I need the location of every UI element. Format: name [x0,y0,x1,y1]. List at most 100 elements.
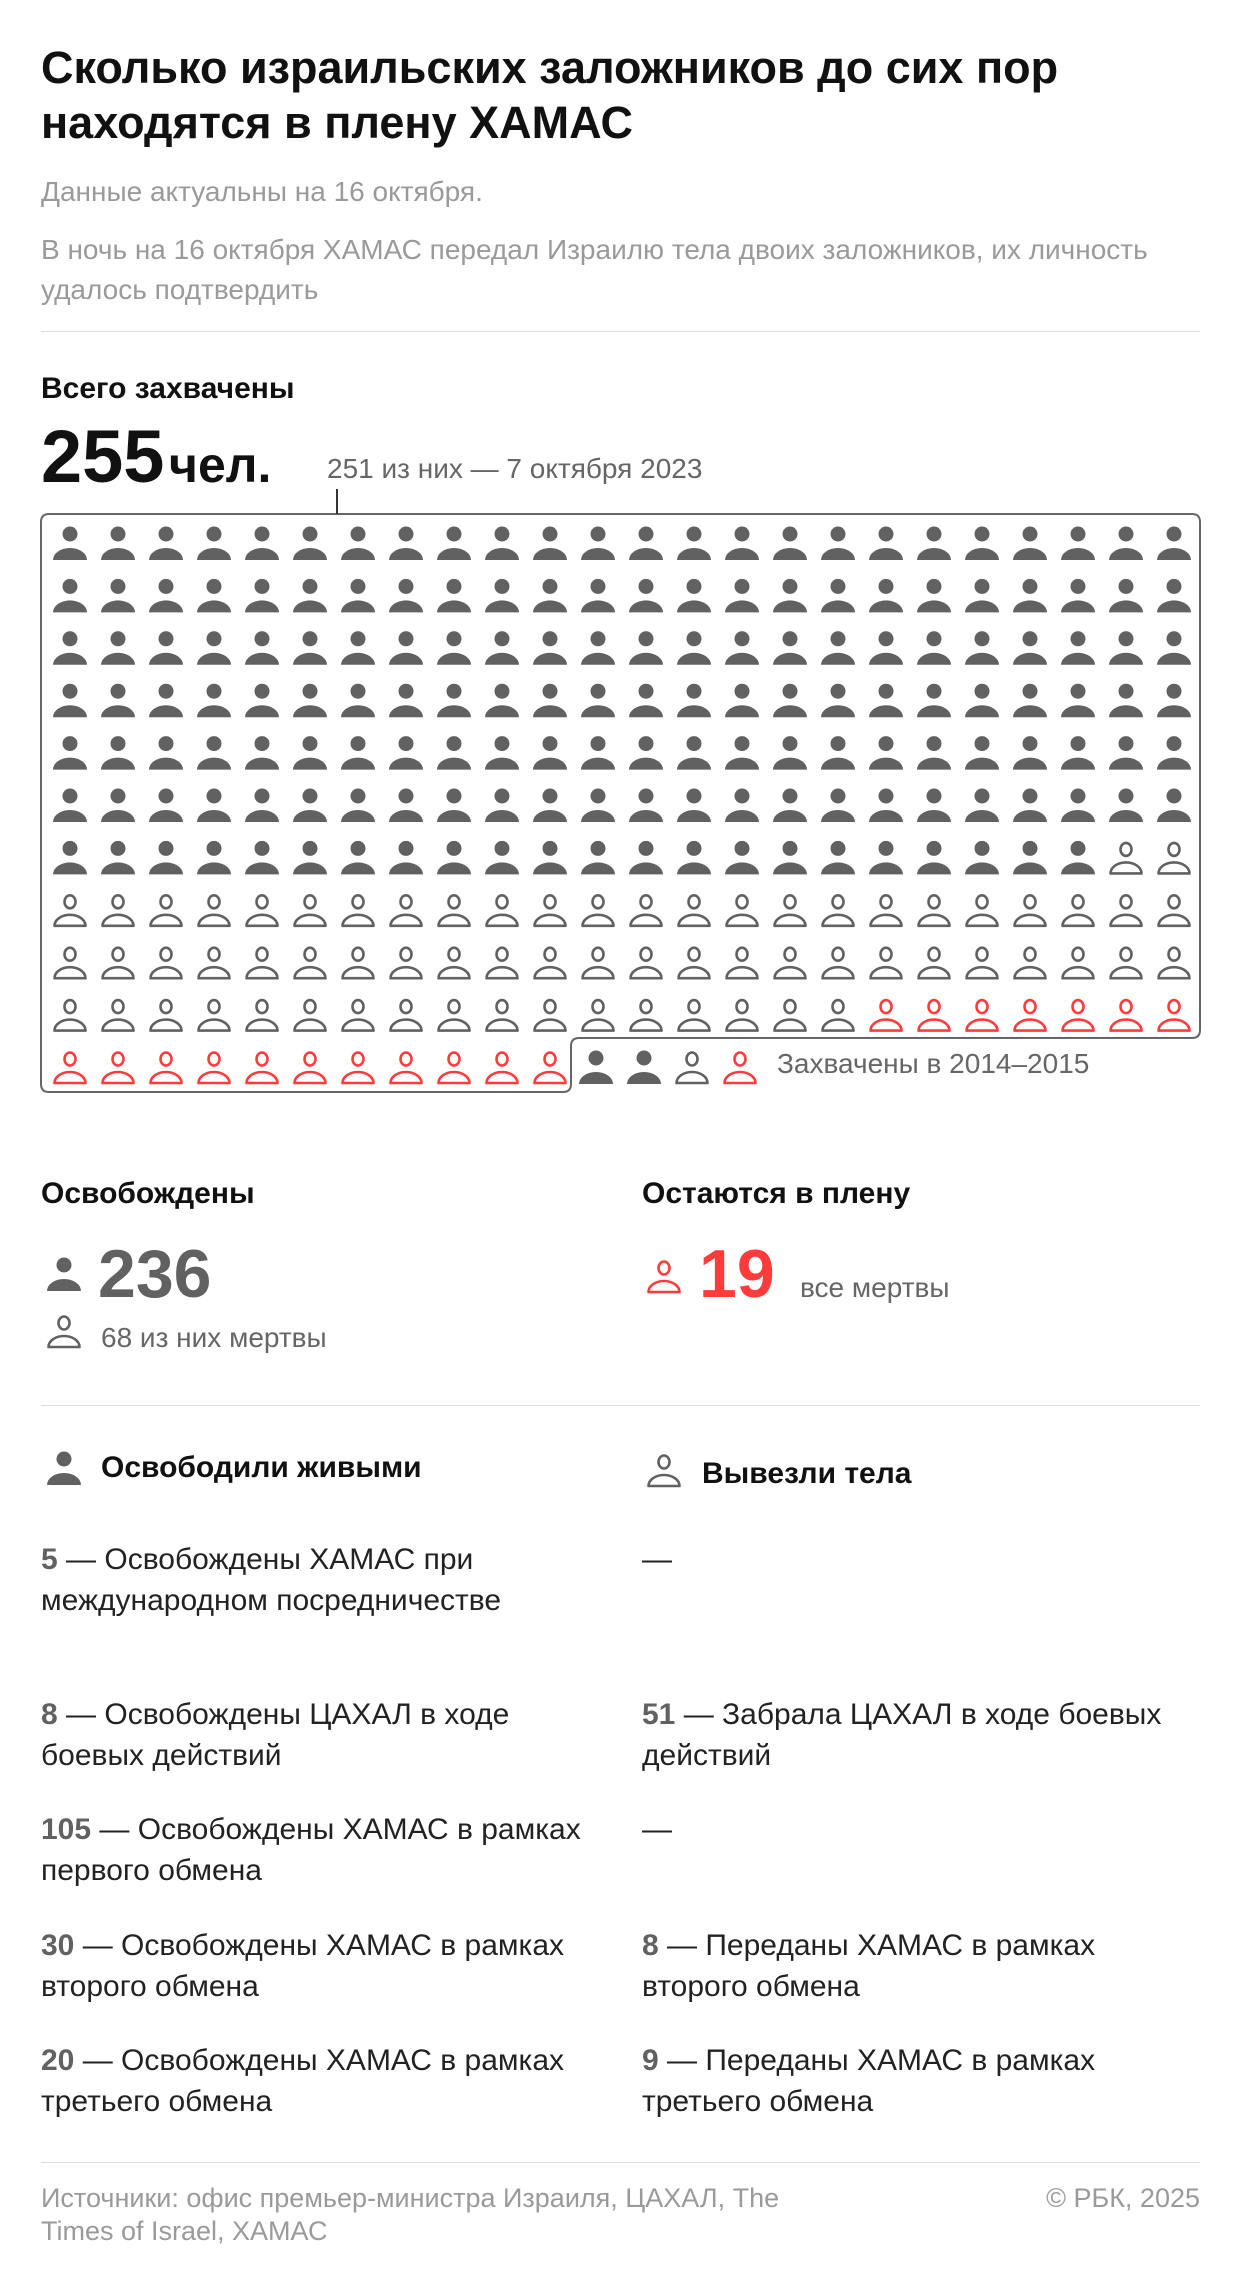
person-icon-dead [197,998,231,1032]
person-icon-alive [1061,788,1095,822]
person-icon-dead [341,893,375,928]
person-icon-alive [389,526,423,560]
person-icon-dead [1109,841,1143,875]
person-icon-alive [485,578,519,613]
item-count: 30 [41,1929,75,1962]
person-icon-alive [1013,736,1047,770]
divider [41,1405,1200,1406]
person-icon-alive [965,683,999,718]
person-icon-alive [149,631,183,665]
person-icon-alive [629,736,663,770]
total-figure: 255 чел. [41,414,271,499]
person-icon-dead [341,998,375,1032]
bodies-column-icon [647,1454,681,1488]
released-dead-note: 68 из них мертвы [101,1322,327,1353]
person-icon-2014-alive [627,1050,661,1084]
person-icon-remaining [1157,998,1191,1032]
person-icon-dead [773,946,807,980]
person-icon-alive [677,683,711,718]
person-icon-alive [485,840,519,875]
person-icon-alive [293,840,327,875]
alive-column-item: 5 — Освобождены ХАМАС при международном … [41,1539,601,1621]
person-icon-remaining [341,1051,375,1085]
person-icon-alive [53,736,87,770]
bodies-column-item: — [642,1539,1202,1580]
person-icon-dead [149,893,183,928]
item-text: — Переданы ХАМАС в рамках второго обмена [642,1929,1096,2003]
person-icon-dead [965,946,999,980]
person-icon-dead [485,946,519,980]
person-icon-remaining [197,1051,231,1085]
person-icon-alive [245,526,279,560]
person-icon-alive [437,578,471,613]
person-icon-dead [1061,893,1095,928]
description: В ночь на 16 октября ХАМАС передал Израи… [41,234,1148,305]
person-icon-alive [341,840,375,875]
person-icon-alive [293,736,327,770]
person-icon-dead [293,893,327,928]
person-icon-alive [293,788,327,822]
person-icon-alive [821,578,855,613]
person-icon-alive [437,736,471,770]
person-icon-remaining [1013,998,1047,1032]
person-icon-alive [773,526,807,560]
person-icon-alive [1013,526,1047,560]
person-icon-alive [53,578,87,613]
person-icon-alive [1061,683,1095,718]
person-icon-alive [965,631,999,665]
person-icon-alive [869,526,903,560]
person-icon-alive [197,683,231,718]
person-icon-alive [1013,788,1047,822]
person-icon-dead [1013,946,1047,980]
person-icon-alive [1157,526,1191,560]
person-icon-alive [917,526,951,560]
person-icon-alive [1157,631,1191,665]
item-count: 8 [642,1929,659,1962]
person-icon-alive [773,788,807,822]
person-icon-alive [149,526,183,560]
person-icon-alive [725,526,759,560]
person-icon-alive [677,631,711,665]
person-icon-dead [101,946,135,980]
person-icon-dead [485,893,519,928]
person-icon-alive [437,526,471,560]
person-icon-alive [53,788,87,822]
person-icon-alive [917,788,951,822]
person-icon-alive [629,840,663,875]
person-icon-dead [581,946,615,980]
person-icon-alive [869,736,903,770]
dead-person-icon [47,1315,81,1349]
person-icon-alive [437,840,471,875]
total-value: 255 [41,415,165,498]
person-icon-alive [917,736,951,770]
person-icon-alive [341,788,375,822]
person-icon-alive [1109,631,1143,665]
date-note: Данные актуальны на 16 октября. [41,176,483,207]
person-icon-alive [773,736,807,770]
person-icon-dead [389,893,423,928]
person-icon-alive [581,526,615,560]
person-icon-alive [629,788,663,822]
person-icon-alive [197,578,231,613]
person-icon-remaining [101,1051,135,1085]
person-icon-alive [389,578,423,613]
item-text: — Переданы ХАМАС в рамках третьего обмен… [642,2044,1096,2118]
person-icon-alive [101,631,135,665]
person-icon-dead [437,893,471,928]
total-note: 251 из них — 7 октября 2023 [327,453,703,484]
person-icon-alive [1157,736,1191,770]
item-count: 8 [41,1698,58,1731]
person-icon-alive [965,788,999,822]
person-icon-alive [101,840,135,875]
person-icon-alive [629,526,663,560]
label-2014-2015: Захвачены в 2014–2015 [777,1048,1090,1079]
person-icon-alive [149,840,183,875]
alive-column-item: 30 — Освобождены ХАМАС в рамках второго … [41,1925,601,2007]
person-icon-alive [965,526,999,560]
person-icon-alive [293,578,327,613]
person-icon-alive [53,683,87,718]
person-icon-alive [581,683,615,718]
person-icon-alive [101,736,135,770]
person-icon-2014-alive [579,1050,613,1084]
person-icon-alive [821,840,855,875]
